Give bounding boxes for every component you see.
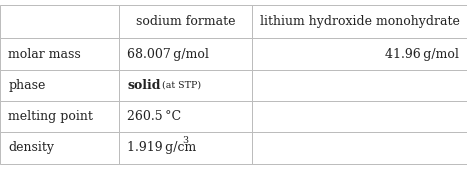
Bar	[119, 101, 252, 132]
Bar	[0, 101, 119, 132]
Bar	[252, 132, 467, 164]
Bar	[252, 101, 467, 132]
Text: lithium hydroxide monohydrate: lithium hydroxide monohydrate	[260, 16, 460, 28]
Bar	[119, 70, 252, 101]
Text: sodium formate: sodium formate	[136, 16, 235, 28]
Text: molar mass: molar mass	[8, 48, 81, 61]
Bar	[252, 6, 467, 39]
Bar	[0, 132, 119, 164]
Bar	[119, 39, 252, 70]
Text: 41.96 g/mol: 41.96 g/mol	[385, 48, 459, 61]
Bar	[0, 39, 119, 70]
Text: 260.5 °C: 260.5 °C	[127, 110, 182, 123]
Text: solid: solid	[127, 79, 161, 92]
Bar	[252, 39, 467, 70]
Text: (at STP): (at STP)	[159, 81, 201, 90]
Bar	[0, 70, 119, 101]
Text: 1.919 g/cm: 1.919 g/cm	[127, 141, 197, 154]
Text: phase: phase	[8, 79, 46, 92]
Text: 68.007 g/mol: 68.007 g/mol	[127, 48, 209, 61]
Text: density: density	[8, 141, 55, 154]
Bar	[252, 70, 467, 101]
Text: melting point: melting point	[8, 110, 93, 123]
Text: 3: 3	[183, 136, 189, 145]
Bar	[119, 132, 252, 164]
Bar	[0, 6, 119, 39]
Bar	[119, 6, 252, 39]
